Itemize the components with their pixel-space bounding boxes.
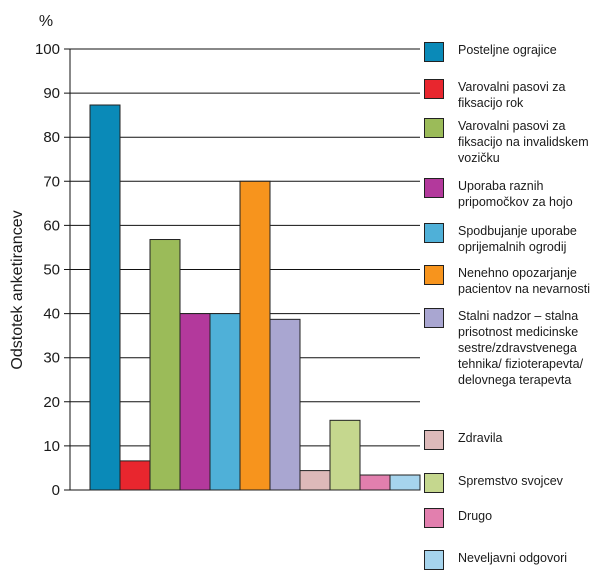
y-axis-label: Odstotek anketirancev <box>9 210 26 369</box>
legend-label: Uporaba raznih pripomočkov za hojo <box>458 178 604 210</box>
y-axis: 0 10 20 30 40 50 60 70 80 90 100 <box>35 41 71 499</box>
bar <box>149 239 181 491</box>
legend-label-line: fiksacijo rok <box>458 96 524 110</box>
y-tick-label: 60 <box>43 217 60 234</box>
legend-label-line: tehnika/ fizioterapevta/ <box>458 357 584 371</box>
chart: 0 10 20 30 40 50 60 70 80 90 100 % Odstotek anketi… <box>9 13 604 570</box>
bar <box>329 419 361 491</box>
legend-label-line: pripomočkov za hojo <box>458 195 573 209</box>
bar <box>209 313 241 491</box>
y-tick-label: 80 <box>43 129 60 146</box>
legend-label: Spodbujanje uporabe oprijemalnih ogrodij <box>458 223 604 255</box>
legend-label: Spremstvo svojcev <box>458 473 604 489</box>
legend-swatch <box>424 178 444 198</box>
legend-label-line: Drugo <box>458 509 493 523</box>
bar <box>359 474 391 491</box>
legend-label-line: prisotnost medicinske <box>458 325 579 339</box>
y-tick-label: 100 <box>35 41 60 58</box>
bar <box>389 474 421 491</box>
legend-label-line: vozičku <box>458 151 500 165</box>
legend-label-line: Nenehno opozarjanje <box>458 266 577 280</box>
y-tick-label: 40 <box>43 306 60 323</box>
legend-swatch <box>424 550 444 570</box>
legend-label: Drugo <box>458 508 604 524</box>
bar <box>239 180 271 491</box>
legend-label-line: sestre/zdravstvenega <box>458 341 577 355</box>
legend-swatch <box>424 265 444 285</box>
bars <box>89 104 421 491</box>
bar <box>299 470 331 491</box>
legend-swatch <box>424 473 444 493</box>
legend-swatch <box>424 308 444 328</box>
legend-label-line: fiksacijo na invalidskem <box>458 135 589 149</box>
legend-label: Varovalni pasovi za fiksacijo rok <box>458 79 604 111</box>
bar <box>119 460 151 491</box>
bar <box>89 104 121 491</box>
legend-label-line: Uporaba raznih <box>458 179 544 193</box>
legend-label-line: Stalni nadzor – stalna <box>458 309 579 323</box>
bar <box>179 313 211 491</box>
legend-swatch <box>424 118 444 138</box>
legend-swatch <box>424 79 444 99</box>
legend-label: Zdravila <box>458 430 604 446</box>
legend-label: Varovalni pasovi za fiksacijo na invalids… <box>458 118 604 166</box>
legend-label-line: oprijemalnih ogrodij <box>458 240 567 254</box>
legend-swatch <box>424 508 444 528</box>
legend-swatch <box>424 223 444 243</box>
legend-label: Neveljavni odgovori <box>458 550 604 566</box>
y-tick-label: 30 <box>43 350 60 367</box>
legend-label: Posteljne ograjice <box>458 42 604 58</box>
legend-label-line: Varovalni pasovi za <box>458 80 566 94</box>
legend-label-line: Neveljavni odgovori <box>458 551 568 565</box>
y-tick-label: 10 <box>43 438 60 455</box>
y-tick-label: 70 <box>43 173 60 190</box>
legend-label: Nenehno opozarjanje pacientov na nevarnos… <box>458 265 604 297</box>
legend: Posteljne ograjice Varovalni pasovi za fik… <box>424 42 604 570</box>
legend-swatch <box>424 42 444 62</box>
y-tick-label: 20 <box>43 394 60 411</box>
y-tick-label: 90 <box>43 85 60 102</box>
bar <box>269 318 301 491</box>
legend-label-line: Posteljne ograjice <box>458 43 557 57</box>
legend-label-line: delovnega terapevta <box>458 373 572 387</box>
legend-label-line: Spodbujanje uporabe <box>458 224 577 238</box>
legend-swatch <box>424 430 444 450</box>
legend-label-line: pacientov na nevarnosti <box>458 282 591 296</box>
legend-label-line: Varovalni pasovi za <box>458 119 566 133</box>
y-tick-label: 50 <box>43 262 60 279</box>
y-tick-label: 0 <box>52 482 60 499</box>
legend-label: Stalni nadzor – stalna prisotnost medicin… <box>458 308 604 388</box>
legend-label-line: Zdravila <box>458 431 503 445</box>
legend-label-line: Spremstvo svojcev <box>458 474 563 488</box>
bar-chart-plot: 0 10 20 30 40 50 60 70 80 90 100 % Odstotek anketi… <box>9 13 421 499</box>
y-axis-unit: % <box>39 13 53 30</box>
